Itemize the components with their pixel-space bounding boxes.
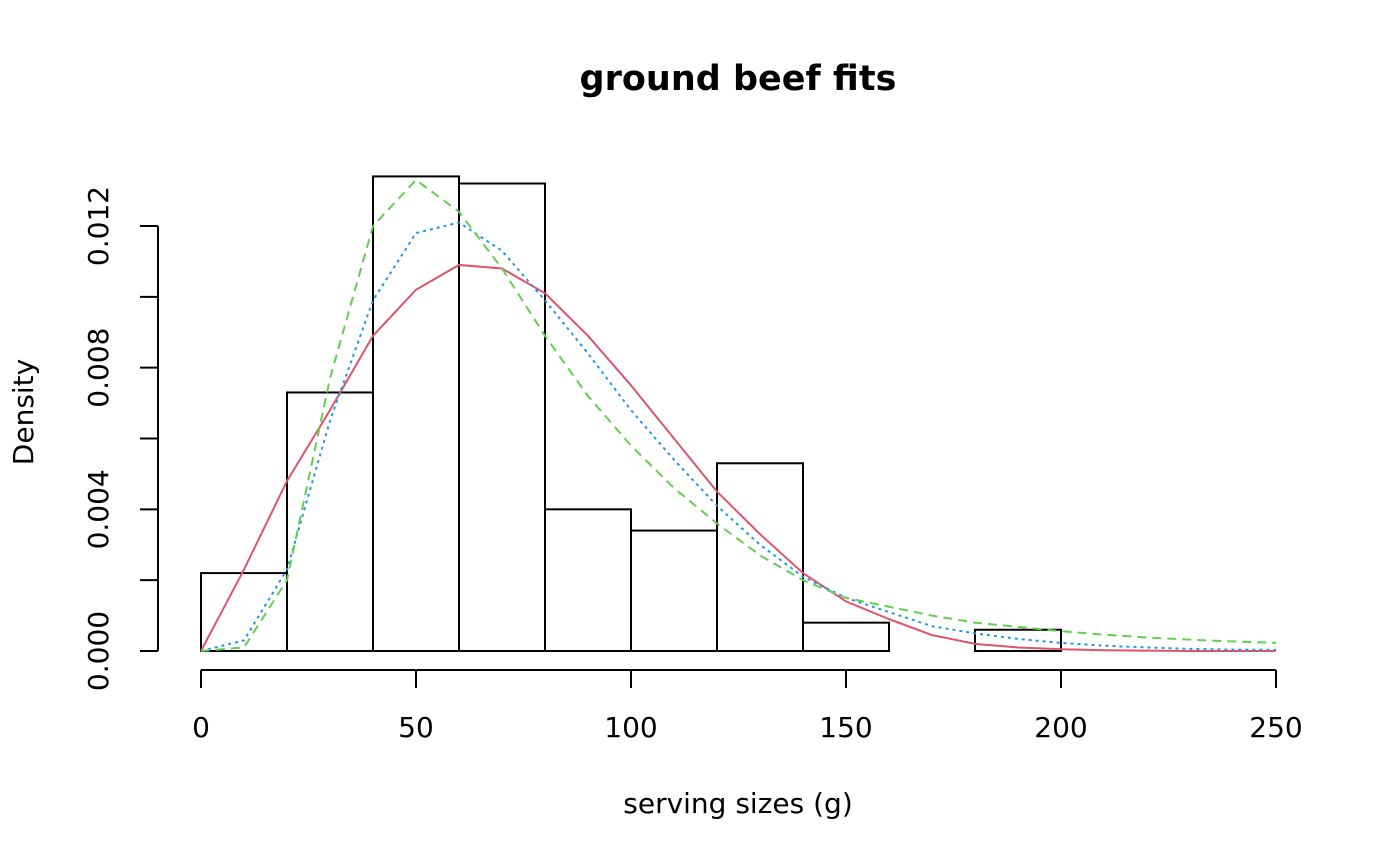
x-tick-label: 200 (1034, 711, 1087, 744)
y-tick-label: 0.012 (82, 186, 115, 266)
x-tick-label: 100 (604, 711, 657, 744)
y-tick-label: 0.000 (82, 611, 115, 691)
x-tick-label: 150 (819, 711, 872, 744)
x-axis-label: serving sizes (g) (623, 787, 853, 820)
bar (544, 508, 632, 653)
y-tick-label: 0.008 (82, 328, 115, 408)
density-curve (200, 178, 1277, 652)
density-curve (200, 263, 1276, 652)
bar (458, 182, 546, 652)
bar (372, 175, 460, 653)
bar (630, 529, 718, 652)
chart-title: ground beef fits (580, 59, 897, 99)
x-tick-label: 250 (1249, 711, 1302, 744)
y-axis-label: Density (7, 359, 40, 465)
bar (716, 462, 804, 652)
bar (802, 621, 890, 653)
x-tick-label: 0 (192, 711, 210, 744)
bar (200, 572, 288, 652)
y-tick-label: 0.004 (82, 469, 115, 549)
x-tick-label: 50 (398, 711, 434, 744)
